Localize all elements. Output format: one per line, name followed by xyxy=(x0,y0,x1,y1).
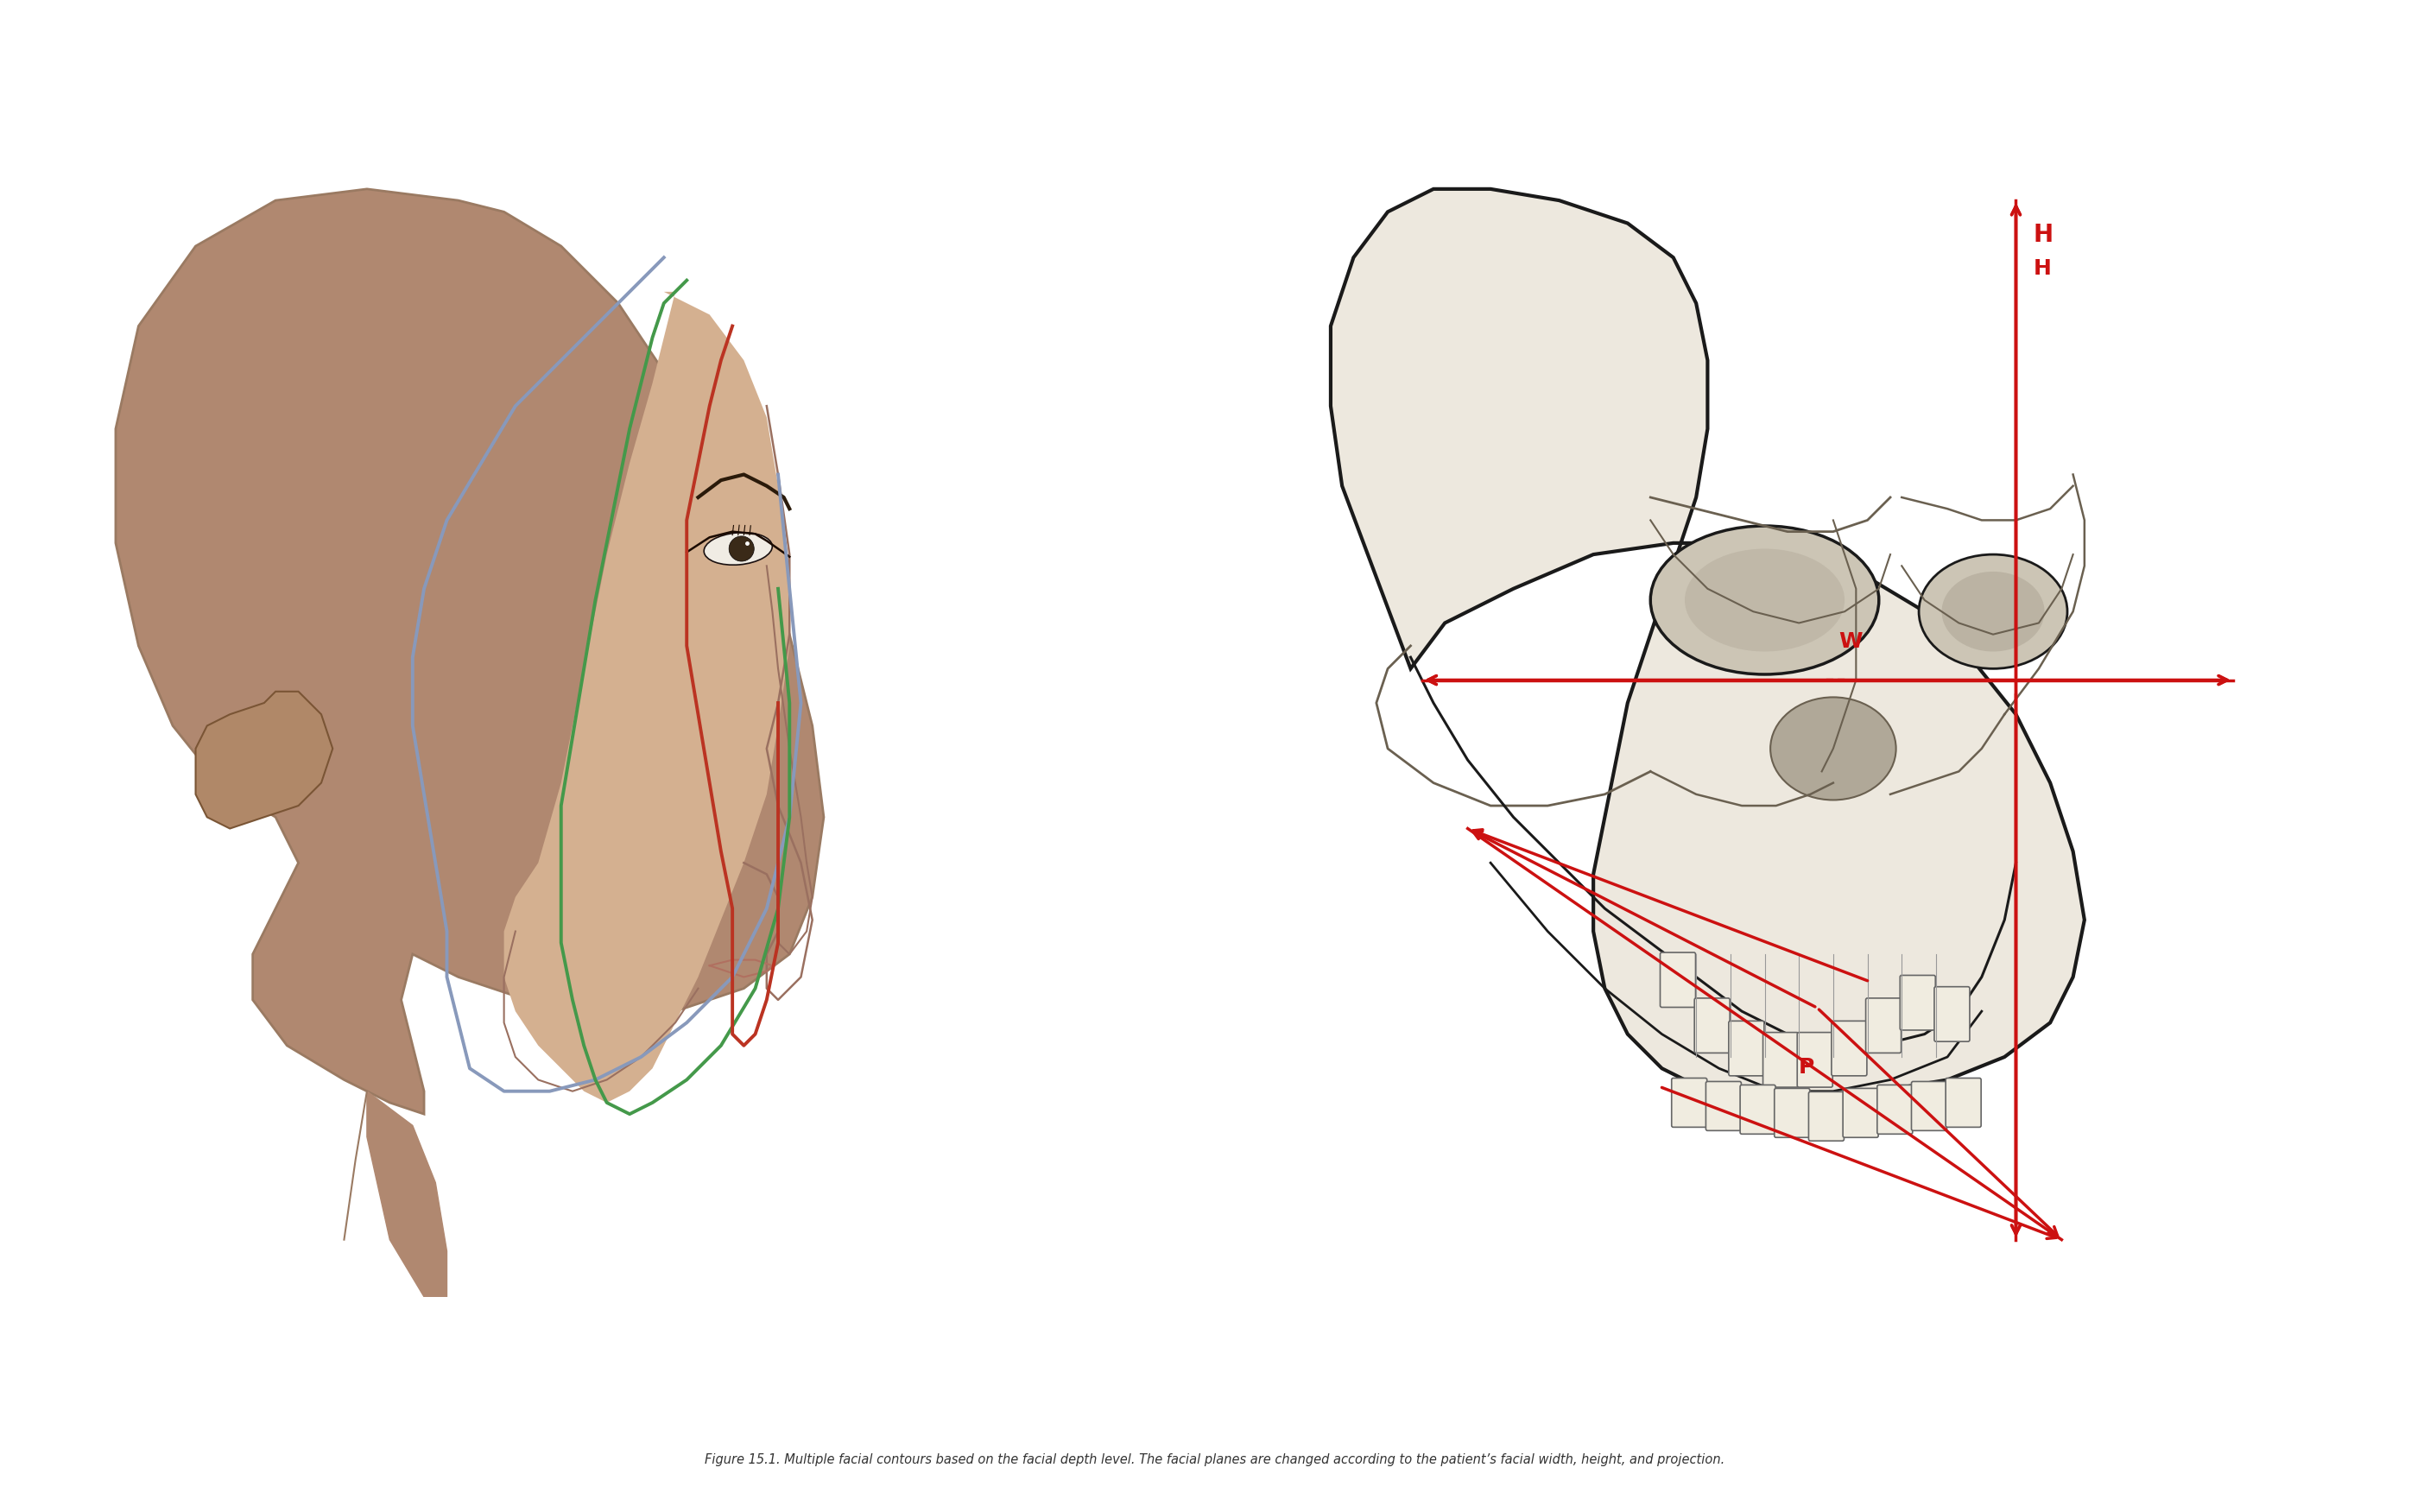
Text: H: H xyxy=(2034,259,2051,280)
FancyBboxPatch shape xyxy=(1900,975,1934,1030)
Polygon shape xyxy=(1332,189,2085,1102)
FancyBboxPatch shape xyxy=(1694,998,1730,1052)
FancyBboxPatch shape xyxy=(1672,1078,1706,1126)
FancyBboxPatch shape xyxy=(1774,1089,1810,1137)
Text: Figure 15.1. Multiple facial contours based on the facial depth level. The facia: Figure 15.1. Multiple facial contours ba… xyxy=(705,1453,1725,1467)
Polygon shape xyxy=(367,1092,447,1297)
Ellipse shape xyxy=(1684,549,1844,652)
Text: H: H xyxy=(2034,222,2053,246)
FancyBboxPatch shape xyxy=(1876,1086,1912,1134)
FancyBboxPatch shape xyxy=(1728,1021,1764,1077)
FancyBboxPatch shape xyxy=(1706,1081,1742,1131)
FancyBboxPatch shape xyxy=(1762,1033,1798,1087)
FancyBboxPatch shape xyxy=(1660,953,1696,1007)
FancyBboxPatch shape xyxy=(1934,987,1971,1042)
FancyBboxPatch shape xyxy=(1808,1092,1844,1142)
Text: W: W xyxy=(1840,631,1861,652)
Polygon shape xyxy=(117,189,824,1114)
Ellipse shape xyxy=(1771,697,1895,800)
FancyBboxPatch shape xyxy=(1912,1081,1946,1131)
Polygon shape xyxy=(503,292,790,1102)
FancyBboxPatch shape xyxy=(1832,1021,1866,1077)
FancyBboxPatch shape xyxy=(1740,1086,1776,1134)
Ellipse shape xyxy=(1920,555,2068,668)
FancyBboxPatch shape xyxy=(1798,1033,1832,1087)
Ellipse shape xyxy=(1942,572,2044,652)
Polygon shape xyxy=(194,691,333,829)
FancyBboxPatch shape xyxy=(1866,998,1900,1052)
FancyBboxPatch shape xyxy=(1842,1089,1878,1137)
FancyBboxPatch shape xyxy=(1946,1078,1980,1126)
Ellipse shape xyxy=(729,537,753,561)
Ellipse shape xyxy=(1650,526,1878,674)
Text: P: P xyxy=(1798,1057,1815,1078)
Ellipse shape xyxy=(705,532,773,565)
